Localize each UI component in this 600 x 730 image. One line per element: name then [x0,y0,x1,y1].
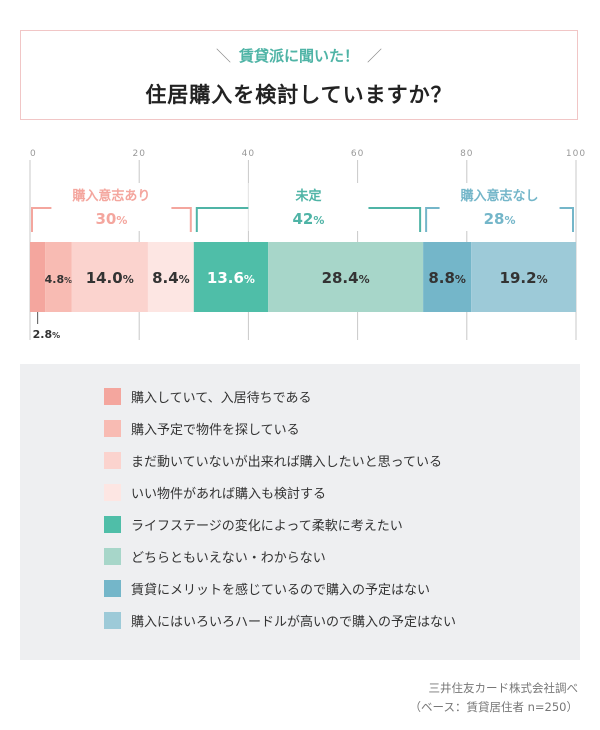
group-label-bg [51,183,172,231]
legend-swatch [104,547,121,565]
source-line-2: （ベース：賃貸居住者 n=250） [409,700,578,714]
subtitle: ＼ 賃貸派に聞いた！ ／ [21,45,577,66]
bar-segment [471,242,576,312]
legend: 購入していて、入居待ちである 購入予定で物件を探しているまだ動いていないが出来れば… [20,364,580,660]
legend-label: 購入予定で物件を探している [131,422,300,438]
group-value: 28% [484,210,516,228]
bar-segment [30,242,46,312]
legend-label: ライフステージの変化によって柔軟に考えたい [131,518,403,534]
tick-label: 20 [132,149,145,159]
data-label: 14.0% [86,269,134,287]
bar-segment [71,242,148,312]
legend-label: 購入にはいろいろハードルが高いので購入の予定はない [131,614,457,630]
tick-label: 100 [566,149,586,159]
group-label-bg [248,183,369,231]
legend-item: 購入していて、入居待ちである [104,386,311,406]
legend-item: いい物件があれば購入も検討する [104,482,326,502]
legend-swatch [104,611,121,629]
legend-label: どちらともいえない・わからない [131,550,326,566]
bar-segment [45,242,72,312]
legend-item: 購入にはいろいろハードルが高いので購入の予定はない [104,610,456,630]
data-label: 28.4% [322,269,370,287]
data-label: 19.2% [500,269,548,287]
data-label: 2.8% [33,328,61,341]
legend-item: 賃貸にメリットを感じているので購入の予定はない [104,578,430,598]
legend-swatch [104,419,121,437]
subtitle-text: 賃貸派に聞いた！ [238,47,359,65]
legend-item: まだ動いていないが出来れば購入したいと思っている [104,450,442,470]
legend-label: いい物件があれば購入も検討する [131,486,327,502]
data-label: 13.6% [207,269,255,287]
legend-swatch [104,579,121,597]
data-label: 4.8% [45,273,73,286]
legend-swatch [104,451,121,469]
tick-label: 0 [30,149,37,159]
legend-label: 購入していて、入居待ちである [131,390,312,406]
data-label: 8.4% [152,269,190,287]
bar-segment [268,242,424,312]
stacked-bar-chart: 0 20 40 60 80 100 購入意志あり 30% 未定 42% 購入意志なし 28% 2.8… [29,149,586,341]
group-label-bg [439,183,560,231]
page-title: 住居購入を検討していますか？ [145,83,453,107]
group-value: 42% [293,210,325,228]
legend-swatch [104,515,121,533]
group-label: 購入意志あり [71,188,150,204]
bar-segment [423,242,472,312]
tick-label: 60 [351,149,364,159]
slash-left-icon: ＼ [215,47,231,65]
legend-label: まだ動いていないが出来れば購入したいと思っている [131,454,442,470]
legend-item: ライフステージの変化によって柔軟に考えたい [104,514,403,534]
source-note: 三井住友カード株式会社調べ （ベース：賃貸居住者 n=250） [410,679,578,717]
legend-swatch [104,483,121,501]
tick-label: 80 [460,149,473,159]
bar-segment [193,242,269,312]
slash-right-icon: ／ [367,47,383,65]
legend-swatch [104,387,121,405]
source-line-1: 三井住友カード株式会社調べ [428,681,579,695]
bar-segment [147,242,194,312]
legend-item: どちらともいえない・わからない [104,546,326,566]
tick-label: 40 [242,149,255,159]
group-label: 未定 [294,188,321,204]
legend-item: 購入予定で物件を探している [104,418,300,438]
legend-label: 賃貸にメリットを感じているので購入の予定はない [131,582,431,598]
title-box: ＼ 賃貸派に聞いた！ ／ 住居購入を検討していますか？ [20,30,578,120]
group-label: 購入意志なし [460,188,539,204]
group-value: 30% [95,210,127,228]
data-label: 8.8% [428,269,466,287]
